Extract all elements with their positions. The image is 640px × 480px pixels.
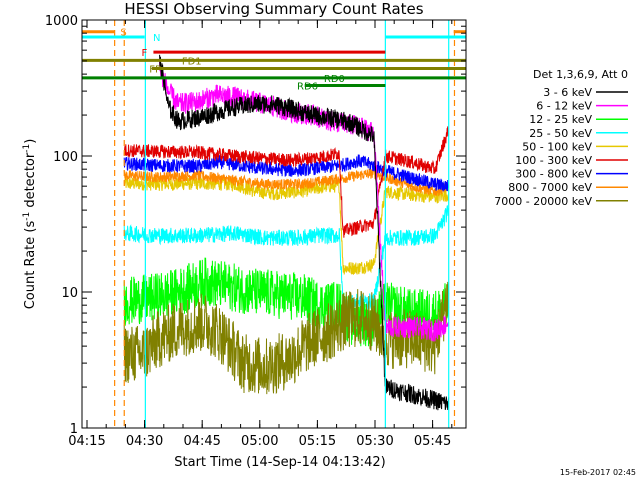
x-tick-label-6: 05:45: [414, 434, 451, 449]
y-axis-label: Count Rate (s-1 detector-1): [22, 139, 38, 310]
series-line-2: [123, 154, 450, 192]
legend-label-0: 3 - 6 keV: [543, 86, 592, 99]
x-tick-label-2: 04:45: [183, 434, 220, 449]
legend-label-8: 7000 - 20000 keV: [494, 195, 592, 208]
series-line-3: [123, 126, 450, 238]
y-tick-label-0: 1: [70, 422, 78, 437]
flag-label-6: FP: [149, 64, 161, 75]
vertical-markers: [114, 20, 456, 428]
series-line-0: [123, 175, 450, 275]
x-tick-label-0: 04:15: [68, 434, 105, 449]
flag-label-8: RD6: [297, 81, 318, 92]
legend-label-2: 12 - 25 keV: [529, 113, 592, 126]
legend-label-4: 50 - 100 keV: [522, 140, 592, 153]
flag-label-5: FD1: [182, 56, 202, 67]
flag-label-7: RD0: [324, 74, 345, 85]
flag-label-4: F: [142, 48, 148, 59]
legend-label-5: 100 - 300 keV: [515, 154, 592, 167]
legend-label-3: 25 - 50 keV: [529, 127, 592, 140]
x-axis-label: Start Time (14-Sep-14 04:13:42): [174, 455, 385, 470]
x-axis: 04:15 04:30 04:45 05:00 05:15 05:30 05:45: [68, 20, 453, 449]
y-axis: 1 10 100 1000: [45, 14, 466, 437]
flag-bars: S NF FD1 FP RD0 RD6: [82, 28, 466, 92]
legend-label-1: 6 - 12 keV: [536, 100, 592, 113]
flag-label-0: S: [120, 28, 126, 39]
plot-frame: [81, 19, 467, 429]
x-tick-label-1: 04:30: [126, 434, 163, 449]
legend-label-7: 800 - 7000 keV: [508, 181, 592, 194]
legend-title: Det 1,3,6,9, Att 0: [533, 68, 628, 81]
series-line-4: [123, 205, 450, 313]
series-line-6: [123, 281, 450, 395]
y-tick-label-3: 1000: [45, 14, 78, 29]
chart-title: HESSI Observing Summary Count Rates: [124, 0, 423, 18]
series-line-8: [159, 54, 450, 411]
x-tick-label-4: 05:15: [299, 434, 336, 449]
x-tick-label-3: 05:00: [241, 434, 278, 449]
flag-label-2: N: [153, 33, 160, 44]
legend-label-6: 300 - 800 keV: [515, 168, 592, 181]
series-layer: [123, 54, 450, 411]
y-tick-label-2: 100: [53, 150, 78, 165]
y-tick-label-1: 10: [61, 286, 78, 301]
x-tick-label-5: 05:30: [356, 434, 393, 449]
footer-timestamp: 15-Feb-2017 02:45: [560, 468, 636, 477]
